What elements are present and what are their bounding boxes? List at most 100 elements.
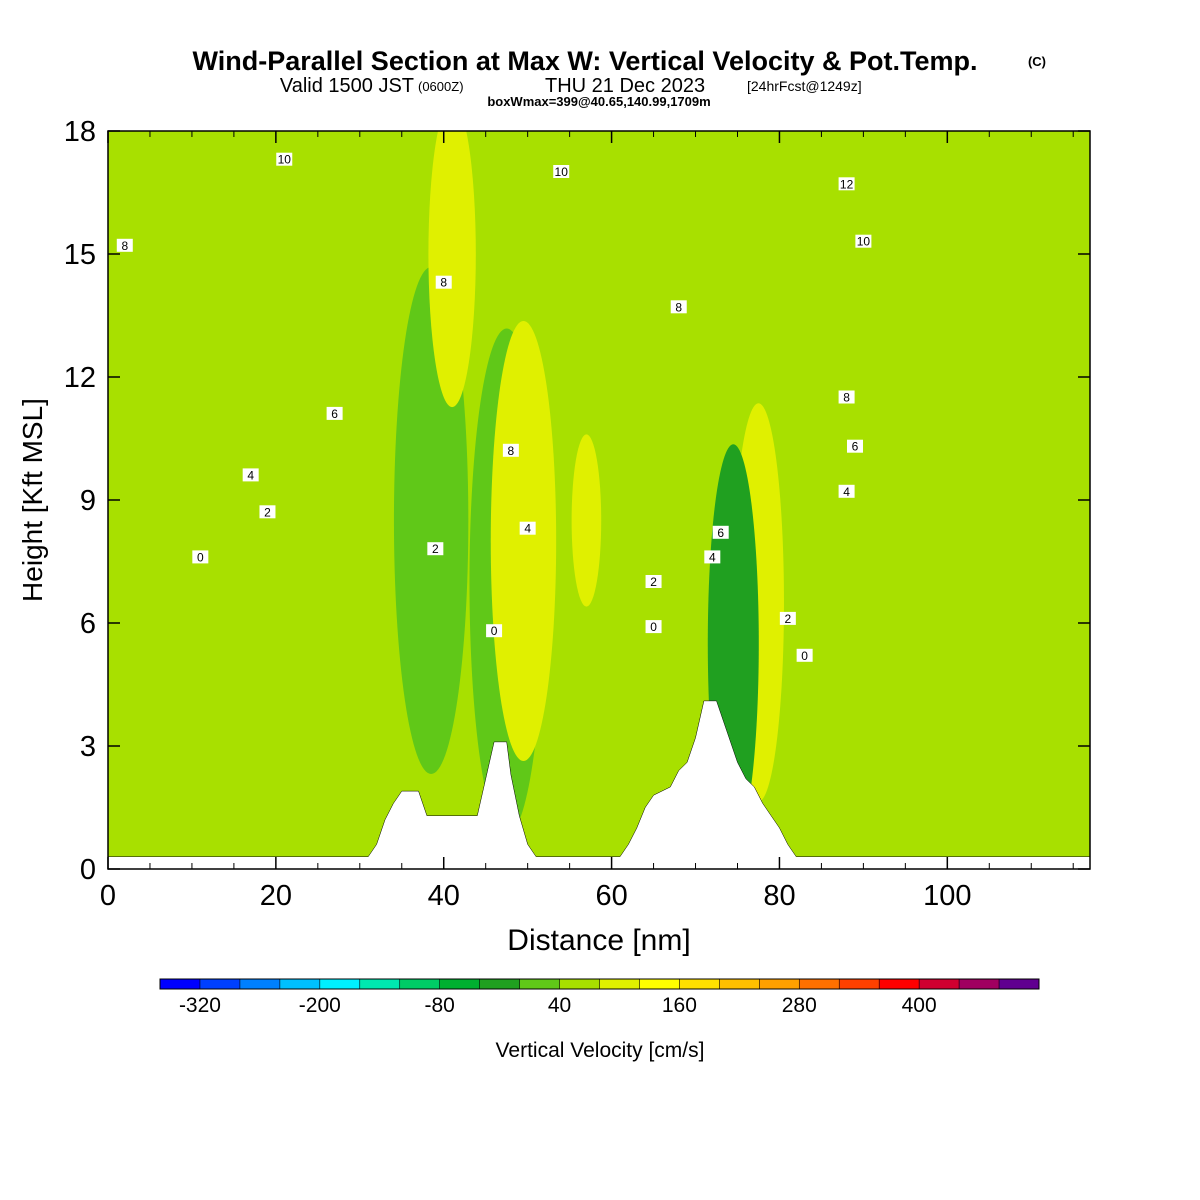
theta-label-20: 2 — [779, 611, 796, 626]
subtitle-valid: Valid 1500 JST — [280, 75, 414, 97]
theta-label-text: 4 — [524, 522, 531, 536]
colorbar-swatch — [919, 979, 960, 989]
theta-label-box — [502, 443, 519, 457]
theta-label-text: 8 — [121, 239, 128, 253]
theta-label-box — [838, 484, 855, 498]
y-tick-label: 9 — [80, 485, 96, 517]
theta-label-9: 8 — [502, 443, 519, 458]
colorbar-swatch — [599, 979, 640, 989]
theta-label-box — [242, 468, 259, 482]
theta-label-box — [846, 439, 863, 453]
theta-label-text: 10 — [278, 153, 292, 167]
colorbar-tick-label: -320 — [179, 994, 221, 1017]
theta-label-text: 6 — [852, 440, 859, 454]
theta-label-box — [427, 542, 444, 556]
x-tick-label: 40 — [428, 880, 460, 912]
theta-label-text: 8 — [440, 276, 447, 290]
chart-title: Wind-Parallel Section at Max W: Vertical… — [193, 46, 978, 76]
colorbar-swatch — [879, 979, 920, 989]
theta-label-box — [712, 525, 729, 539]
colorbar-tick-label: -80 — [425, 994, 455, 1017]
x-axis-label: Distance [nm] — [507, 924, 690, 957]
colorbar-swatch — [200, 979, 241, 989]
colorbar-tick-label: -200 — [299, 994, 341, 1017]
x-tick-label: 60 — [595, 880, 627, 912]
colorbar-frame — [159, 978, 1040, 990]
y-tick-label: 0 — [80, 854, 96, 886]
theta-label-box — [519, 521, 536, 535]
colorbar-swatch — [719, 979, 760, 989]
w-cell-6-level-0 — [571, 434, 602, 607]
theta-label-text: 0 — [650, 620, 657, 634]
theta-label-11: 4 — [242, 468, 259, 482]
theta-label-text: 2 — [650, 575, 657, 589]
chart-subtitle2: boxWmax=399@40.65,140.99,1709m — [487, 94, 710, 109]
theta-label-14: 4 — [519, 521, 536, 536]
theta-label-box — [259, 505, 276, 519]
colorbar-swatch — [639, 979, 680, 989]
theta-label-1: 10 — [553, 165, 570, 179]
theta-label-4: 10 — [855, 234, 872, 249]
theta-label-box — [116, 238, 133, 252]
theta-label-10: 6 — [846, 439, 863, 454]
theta-label-text: 2 — [432, 542, 439, 556]
subtitle-utc: (0600Z) — [418, 79, 464, 94]
colorbar-label: Vertical Velocity [cm/s] — [496, 1039, 705, 1062]
theta-label-box — [435, 275, 452, 289]
copyright-mark: (C) — [1028, 54, 1046, 69]
theta-label-text: 10 — [857, 235, 871, 249]
colorbar-swatch — [679, 979, 720, 989]
theta-label-13: 2 — [259, 505, 276, 519]
colorbar-swatch — [559, 979, 600, 989]
theta-label-18: 0 — [192, 550, 209, 564]
theta-label-box — [276, 152, 293, 166]
theta-label-box — [838, 390, 855, 404]
w-cell-5-level-2 — [428, 131, 476, 408]
y-tick-label: 12 — [64, 362, 96, 394]
theta-label-text: 6 — [331, 407, 338, 421]
colorbar-swatch — [839, 979, 880, 989]
colorbar: -320 -200 -80 40 160 280 400 — [159, 978, 1040, 1017]
theta-label-text: 8 — [843, 391, 850, 405]
theta-label-text: 4 — [843, 485, 850, 499]
colorbar-swatch — [319, 979, 361, 989]
theta-label-8: 8 — [838, 390, 855, 405]
theta-label-22: 0 — [486, 624, 503, 638]
colorbar-swatch — [959, 979, 1000, 989]
colorbar-swatch — [359, 979, 401, 989]
theta-label-text: 4 — [247, 468, 254, 482]
colorbar-swatch — [239, 979, 281, 989]
theta-label-text: 12 — [840, 177, 854, 191]
theta-label-0: 10 — [276, 152, 293, 167]
colorbar-swatch — [999, 979, 1040, 989]
theta-label-12: 4 — [838, 484, 855, 499]
theta-label-box — [645, 575, 662, 588]
subtitle-forecast: [24hrFcst@1249z] — [747, 78, 862, 94]
theta-label-text: 6 — [717, 526, 724, 540]
theta-label-19: 2 — [645, 575, 662, 589]
theta-label-text: 0 — [801, 649, 808, 663]
colorbar-swatch — [399, 979, 441, 989]
theta-label-text: 2 — [785, 612, 792, 626]
x-tick-label: 0 — [100, 880, 116, 912]
theta-label-23: 0 — [796, 648, 813, 663]
theta-label-box — [670, 300, 687, 314]
colorbar-swatch — [759, 979, 800, 989]
theta-label-box — [553, 165, 570, 178]
theta-label-text: 8 — [675, 300, 682, 314]
theta-label-3: 8 — [116, 238, 133, 253]
theta-label-box — [645, 620, 662, 634]
y-axis-label: Height [Kft MSL] — [17, 398, 48, 602]
theta-label-box — [779, 611, 796, 625]
theta-label-7: 6 — [326, 406, 343, 421]
theta-label-box — [486, 624, 503, 638]
theta-label-16: 2 — [427, 542, 444, 556]
theta-label-text: 0 — [491, 624, 498, 638]
theta-label-box — [704, 550, 721, 564]
colorbar-swatch — [439, 979, 481, 989]
colorbar-tick-label: 280 — [782, 994, 817, 1017]
colorbar-swatch — [160, 979, 201, 989]
theta-label-text: 4 — [709, 550, 716, 564]
